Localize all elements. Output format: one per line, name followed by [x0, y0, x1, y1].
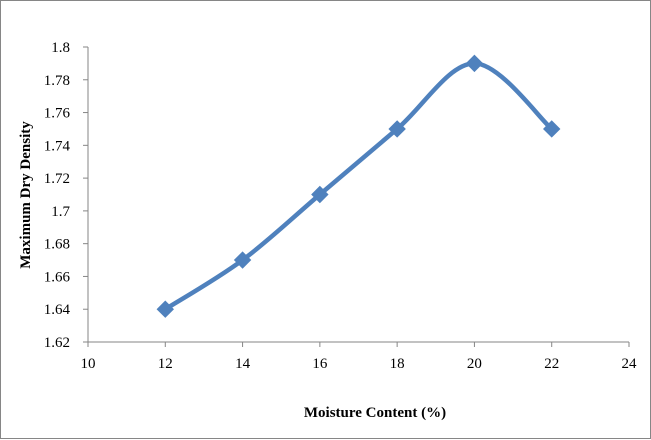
y-tick-label: 1.7 — [51, 204, 70, 220]
y-tick-label: 1.62 — [44, 335, 70, 351]
y-tick-labels: 1.62 1.64 1.66 1.68 1.7 1.72 1.74 1.76 1.78 1.8 — [44, 40, 88, 351]
y-tick-label: 1.64 — [44, 302, 71, 318]
data-point-marker — [233, 251, 252, 269]
data-point-marker — [543, 120, 561, 138]
y-tick-label: 1.68 — [44, 237, 70, 253]
data-point-marker — [465, 54, 484, 73]
data-point-marker — [311, 185, 329, 204]
data-point-marker — [388, 120, 406, 138]
y-tick-label: 1.66 — [44, 269, 71, 285]
y-tick-label: 1.72 — [44, 171, 70, 187]
x-tick-label: 22 — [544, 356, 559, 372]
y-tick-label: 1.76 — [44, 106, 71, 122]
x-tick-label: 12 — [158, 356, 173, 372]
x-tick-label: 14 — [235, 356, 251, 372]
x-tick-label: 10 — [81, 356, 96, 372]
y-tick-label: 1.8 — [51, 40, 70, 56]
x-tick-label: 18 — [390, 356, 405, 372]
series-line — [163, 61, 554, 312]
x-tick-label: 16 — [312, 356, 328, 372]
y-tick-label: 1.74 — [44, 138, 71, 154]
y-axis-title: Maximum Dry Density — [18, 121, 34, 269]
data-point-marker — [156, 300, 174, 318]
x-axis-title: Moisture Content (%) — [304, 405, 446, 421]
series-group — [156, 54, 561, 318]
y-tick-label: 1.78 — [44, 73, 70, 89]
x-tick-label: 20 — [467, 356, 482, 372]
x-tick-labels: 10 12 14 16 18 20 22 24 — [81, 342, 638, 372]
x-tick-label: 24 — [622, 356, 638, 372]
